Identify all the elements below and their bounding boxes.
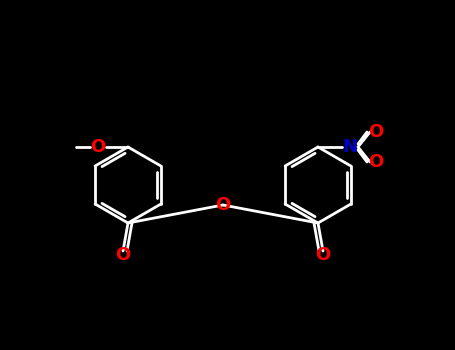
Text: O: O xyxy=(369,123,384,141)
Text: O: O xyxy=(369,153,384,171)
Text: O: O xyxy=(315,246,331,264)
Text: O: O xyxy=(116,246,131,264)
Text: O: O xyxy=(215,196,231,214)
Text: O: O xyxy=(91,138,106,156)
Text: N: N xyxy=(343,138,358,156)
